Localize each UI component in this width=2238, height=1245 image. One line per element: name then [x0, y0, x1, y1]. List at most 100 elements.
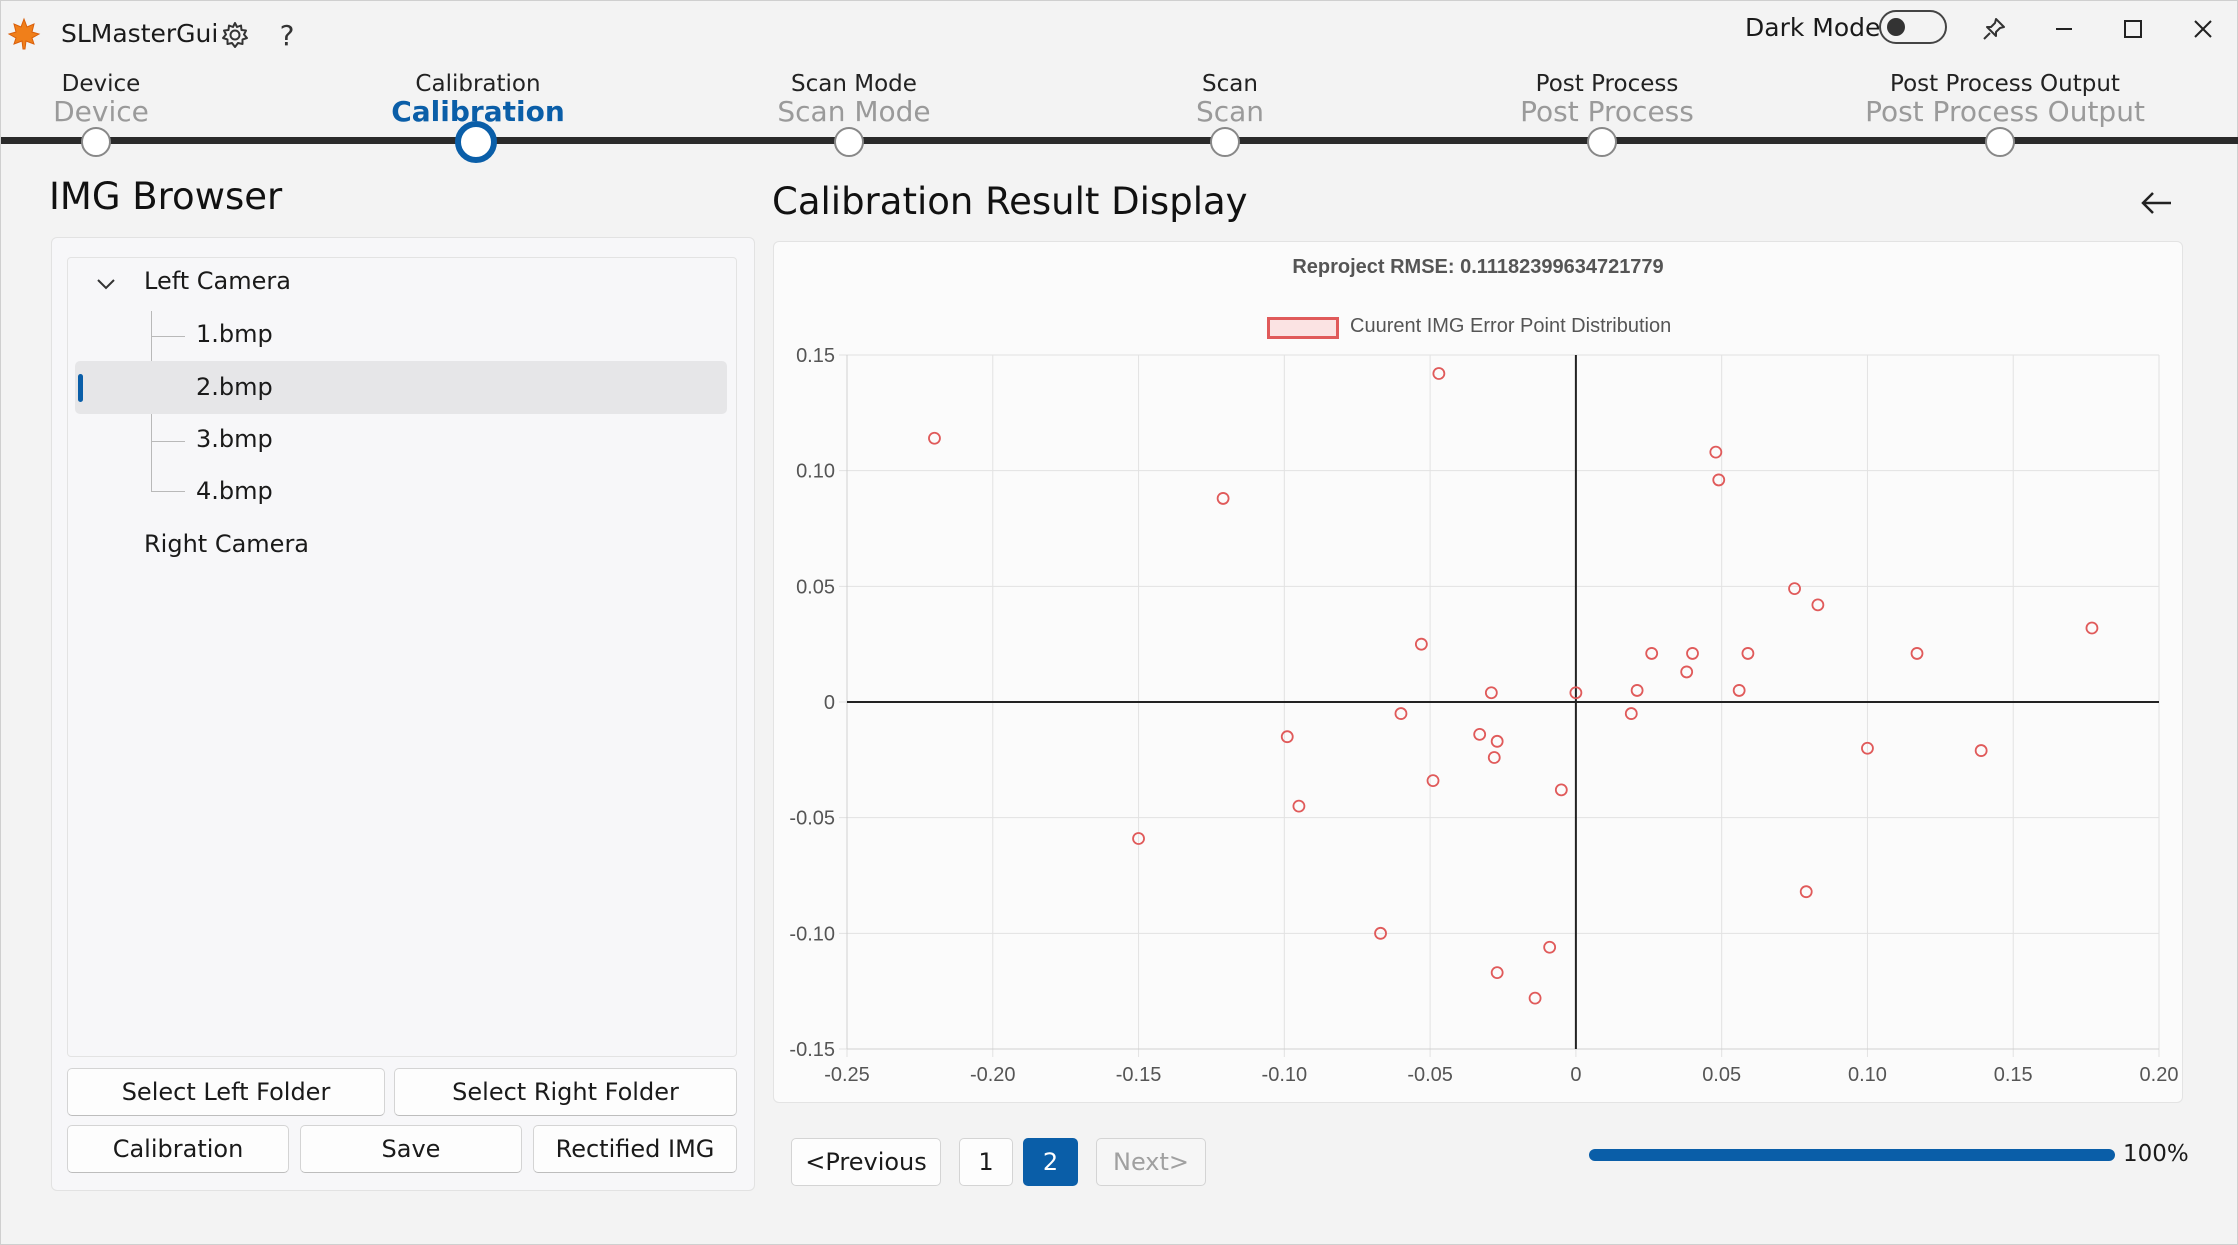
step-dot-post-process-output[interactable]: [1985, 127, 2015, 157]
step-scan[interactable]: Scan Scan: [1196, 71, 1264, 127]
step-dot-device[interactable]: [81, 127, 111, 157]
app-title: SLMasterGui: [61, 19, 219, 48]
tree-item-file-selected[interactable]: 2.bmp: [196, 373, 273, 401]
calibration-button[interactable]: Calibration: [67, 1125, 289, 1173]
rectified-img-button[interactable]: Rectified IMG: [533, 1125, 737, 1173]
error-point: [1414, 637, 1428, 651]
next-page-button[interactable]: Next>: [1096, 1138, 1206, 1186]
chevron-down-icon[interactable]: [95, 273, 117, 295]
step-post-process-output-label: Post Process Output: [1890, 71, 2120, 97]
legend-swatch[interactable]: [1267, 317, 1339, 339]
step-post-process-output-title: Post Process Output: [1865, 95, 2145, 128]
save-button[interactable]: Save: [300, 1125, 522, 1173]
step-dot-scan-mode[interactable]: [834, 127, 864, 157]
error-point: [1374, 926, 1387, 940]
error-point: [1686, 647, 1699, 660]
tree-item-left-camera[interactable]: Left Camera: [144, 267, 291, 295]
arrow-left-icon[interactable]: [2137, 183, 2177, 223]
step-device[interactable]: Device Device: [53, 71, 149, 127]
error-point: [1624, 707, 1638, 720]
previous-page-button[interactable]: <Previous: [791, 1138, 941, 1186]
page-1-button[interactable]: 1: [959, 1138, 1013, 1186]
tree-selection-highlight: [75, 361, 727, 414]
step-calibration[interactable]: Calibration Calibration: [391, 71, 565, 127]
x-tick-label: -0.15: [1116, 1064, 1162, 1086]
step-post-process-title: Post Process: [1520, 95, 1694, 128]
step-post-process[interactable]: Post Process Post Process: [1520, 71, 1694, 127]
tree-item-file[interactable]: 1.bmp: [196, 320, 273, 348]
axis-layer: [846, 355, 2159, 1050]
page-2-button[interactable]: 2: [1023, 1138, 1078, 1186]
dark-mode-toggle[interactable]: [1879, 10, 1947, 44]
error-point: [1426, 774, 1440, 788]
tree-item-file[interactable]: 4.bmp: [196, 477, 273, 505]
legend-label[interactable]: Cuurent IMG Error Point Distribution: [1350, 315, 1672, 337]
chart-card: [773, 241, 2183, 1103]
step-post-process-output[interactable]: Post Process Output Post Process Output: [1865, 71, 2145, 127]
tree-branch: [151, 441, 185, 442]
error-point: [1473, 727, 1487, 741]
progress-label: 100%: [2123, 1141, 2189, 1167]
step-dot-calibration[interactable]: [455, 121, 497, 163]
error-point: [1799, 885, 1813, 899]
step-scan-mode[interactable]: Scan Mode Scan Mode: [777, 71, 930, 127]
tree-item-right-camera[interactable]: Right Camera: [144, 530, 310, 558]
gear-icon[interactable]: [215, 15, 255, 55]
y-tick-label: -0.10: [789, 923, 835, 945]
progress-bar: [1589, 1149, 2115, 1161]
x-tick-label: -0.05: [1407, 1064, 1453, 1086]
step-scan-mode-title: Scan Mode: [777, 95, 931, 128]
select-left-folder-button[interactable]: Select Left Folder: [67, 1068, 385, 1116]
error-point: [1974, 744, 1988, 757]
error-point: [1861, 741, 1874, 755]
x-tick-label: 0.05: [1702, 1064, 1741, 1086]
question-icon[interactable]: ?: [279, 18, 295, 52]
error-point: [1280, 730, 1294, 744]
tick-label-layer: -0.25 -0.20 -0.15 -0.10 -0.05 0 0.05 0.10 0.15 0.…: [789, 345, 2178, 1086]
step-scan-mode-label: Scan Mode: [791, 71, 917, 97]
pin-icon[interactable]: [1969, 9, 2019, 49]
step-scan-title: Scan: [1195, 95, 1265, 128]
error-point: [1394, 707, 1408, 720]
x-tick-label: -0.20: [970, 1064, 1016, 1086]
error-point: [1630, 684, 1644, 697]
error-point: [1487, 751, 1501, 764]
result-title: Calibration Result Display: [772, 180, 1248, 223]
step-post-process-label: Post Process: [1535, 71, 1679, 97]
tree-item-file[interactable]: 3.bmp: [196, 425, 273, 453]
toggle-knob: [1887, 18, 1905, 36]
y-tick-label: -0.05: [789, 808, 835, 830]
error-point: [1554, 783, 1568, 797]
maximize-button[interactable]: [2108, 9, 2158, 49]
error-point: [1292, 799, 1306, 813]
error-point: [1910, 647, 1924, 660]
title-bar: SLMasterGui ? Dark Mode: [1, 1, 2238, 65]
maple-leaf-icon: [7, 17, 41, 50]
x-tick-label: 0.15: [1994, 1064, 2033, 1086]
y-tick-label: -0.15: [789, 1039, 835, 1061]
error-point: [1645, 647, 1659, 660]
step-dot-scan[interactable]: [1210, 127, 1240, 157]
progress-fill: [1589, 1149, 2115, 1161]
error-point: [2085, 621, 2099, 635]
y-tick-label: 0.15: [796, 345, 835, 367]
step-dot-post-process[interactable]: [1587, 127, 1617, 157]
error-point: [1490, 966, 1504, 980]
minimize-button[interactable]: [2039, 9, 2089, 49]
x-tick-label: -0.25: [824, 1064, 870, 1086]
error-point: [1709, 445, 1723, 459]
select-right-folder-button[interactable]: Select Right Folder: [394, 1068, 737, 1116]
selection-indicator: [78, 374, 83, 402]
error-point: [1132, 832, 1145, 845]
y-tick-label: 0.10: [796, 461, 835, 483]
error-point: [1788, 582, 1801, 596]
close-button[interactable]: [2178, 9, 2228, 49]
stepper-rail: [1, 137, 2238, 144]
point-layer: [928, 367, 2099, 1005]
error-point: [1432, 367, 1446, 380]
grid-layer: [839, 354, 2160, 1057]
img-browser-title: IMG Browser: [49, 175, 283, 218]
error-point: [1216, 492, 1230, 505]
dark-mode-label: Dark Mode: [1745, 13, 1881, 42]
